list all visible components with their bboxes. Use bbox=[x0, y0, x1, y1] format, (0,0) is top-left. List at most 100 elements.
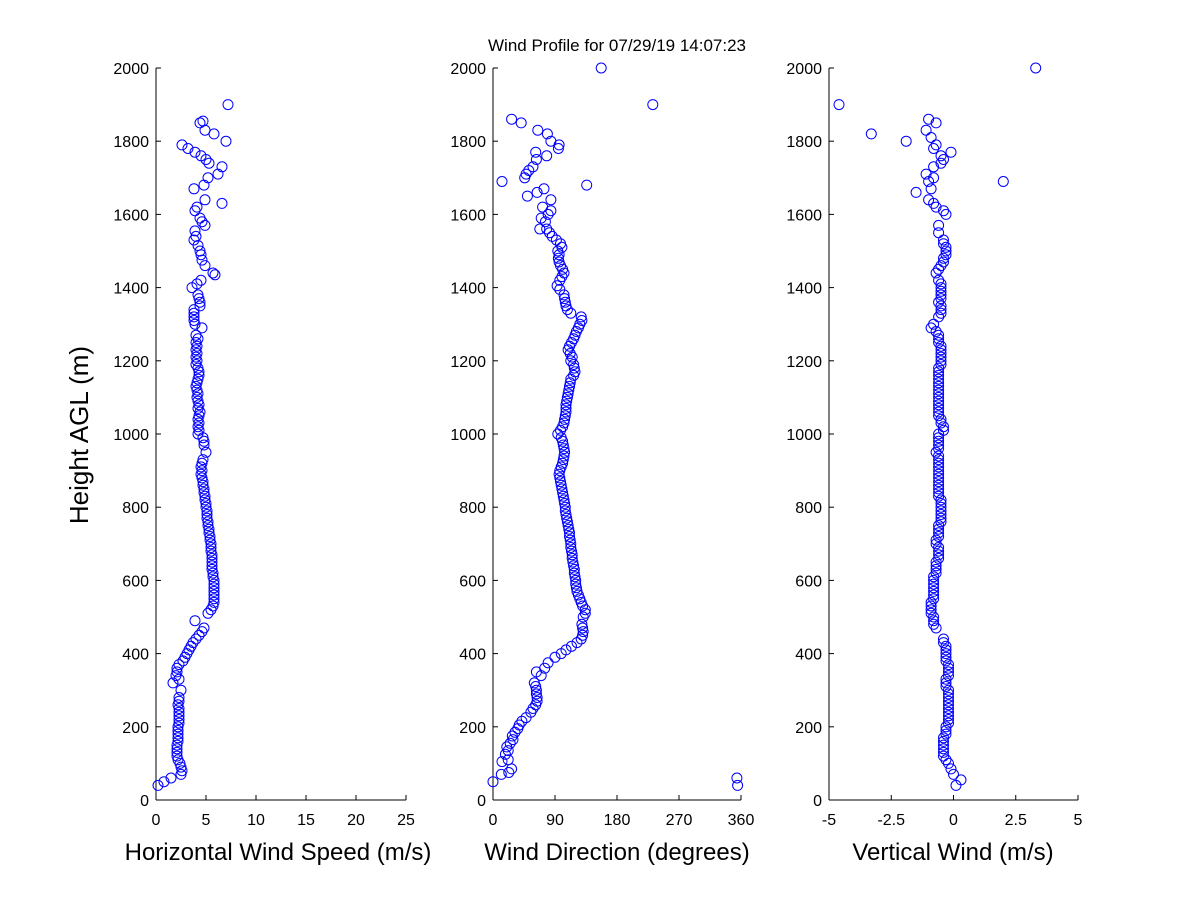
speed-data-point bbox=[192, 289, 204, 301]
speed-data-point bbox=[189, 615, 201, 627]
direction-data-point bbox=[566, 552, 578, 564]
direction-data-point bbox=[530, 688, 542, 700]
vertical-data-point bbox=[935, 278, 947, 290]
speed-data-point bbox=[172, 732, 184, 744]
direction-y-tick-label: 1000 bbox=[450, 427, 486, 444]
vertical-data-point bbox=[935, 501, 947, 513]
vertical-data-point bbox=[955, 774, 967, 786]
vertical-data-point bbox=[928, 571, 940, 583]
speed-data-point bbox=[207, 267, 219, 279]
vertical-data-point bbox=[920, 124, 932, 136]
speed-data-point bbox=[194, 300, 206, 312]
direction-data-point bbox=[516, 715, 528, 727]
direction-data-point bbox=[560, 406, 572, 418]
direction-data-point bbox=[559, 410, 571, 422]
speed-data-point bbox=[176, 139, 188, 151]
vertical-data-point bbox=[943, 695, 954, 707]
direction-data-point bbox=[565, 542, 577, 553]
vertical-data-point bbox=[935, 293, 947, 305]
direction-data-point bbox=[560, 399, 572, 411]
vertical-data-point bbox=[928, 589, 940, 601]
vertical-data-point bbox=[938, 732, 949, 744]
vertical-data-point bbox=[940, 245, 952, 257]
vertical-data-point bbox=[945, 763, 957, 775]
vertical-data-point bbox=[933, 450, 945, 462]
vertical-data-point bbox=[935, 289, 947, 301]
direction-x-axis-label: Wind Direction (degrees) bbox=[484, 839, 749, 866]
vertical-data-point bbox=[923, 194, 935, 206]
vertical-data-point bbox=[948, 768, 959, 780]
vertical-data-point bbox=[930, 567, 942, 579]
vertical-data-point bbox=[940, 241, 952, 253]
direction-data-point bbox=[570, 578, 582, 590]
speed-x-tick-label: 0 bbox=[152, 812, 161, 829]
speed-data-point bbox=[200, 501, 212, 513]
direction-data-point bbox=[564, 534, 576, 546]
speed-data-point bbox=[165, 772, 177, 784]
speed-data-point bbox=[203, 527, 215, 539]
direction-data-point bbox=[568, 359, 580, 370]
speed-y-tick-label: 1600 bbox=[113, 207, 149, 224]
vertical-data-point bbox=[933, 487, 945, 499]
direction-data-point bbox=[539, 216, 551, 228]
direction-data-point bbox=[581, 179, 593, 191]
direction-y-tick-label: 600 bbox=[459, 573, 486, 590]
direction-data-point bbox=[507, 734, 519, 746]
vertical-data-point bbox=[930, 560, 942, 572]
speed-data-point bbox=[199, 194, 211, 206]
y-axis-label: Height AGL (m) bbox=[64, 346, 94, 524]
vertical-data-point bbox=[925, 132, 937, 143]
speed-data-point bbox=[193, 369, 205, 381]
vertical-data-point bbox=[938, 746, 949, 758]
vertical-data-point bbox=[928, 578, 940, 590]
vertical-x-tick-label: 0 bbox=[949, 812, 958, 829]
direction-x-tick-label: 180 bbox=[604, 812, 631, 829]
direction-data-point bbox=[564, 377, 576, 389]
direction-y-tick-label: 2000 bbox=[450, 61, 486, 78]
speed-data-point bbox=[205, 545, 217, 557]
direction-data-point bbox=[504, 737, 516, 749]
vertical-x-tick-label: -2.5 bbox=[877, 812, 905, 829]
vertical-data-point bbox=[933, 333, 945, 345]
speed-data-point bbox=[206, 552, 218, 564]
direction-data-point bbox=[571, 585, 583, 597]
speed-data-point bbox=[206, 563, 218, 575]
speed-data-point bbox=[208, 596, 220, 608]
direction-data-point bbox=[550, 234, 562, 246]
vertical-data-point bbox=[933, 542, 945, 553]
direction-data-point bbox=[570, 582, 582, 594]
direction-data-point bbox=[558, 494, 570, 506]
direction-y-tick-label: 0 bbox=[477, 793, 486, 810]
speed-data-point bbox=[167, 677, 179, 689]
vertical-data-point bbox=[943, 714, 954, 725]
direction-data-point bbox=[545, 135, 557, 147]
speed-data-point bbox=[196, 322, 208, 334]
direction-y-tick-label: 1400 bbox=[450, 281, 486, 298]
direction-data-point bbox=[559, 446, 571, 458]
vertical-data-point bbox=[933, 373, 945, 385]
direction-data-point bbox=[552, 252, 564, 264]
speed-data-point bbox=[216, 161, 228, 173]
speed-data-point bbox=[199, 219, 211, 231]
direction-data-point bbox=[568, 563, 580, 575]
speed-data-point bbox=[208, 585, 220, 597]
vertical-data-point bbox=[933, 219, 945, 231]
speed-data-point bbox=[198, 487, 210, 499]
direction-data-point bbox=[530, 684, 542, 696]
vertical-y-tick-label: 1200 bbox=[786, 354, 822, 371]
vertical-y-tick-label: 1800 bbox=[786, 134, 822, 151]
vertical-data-point bbox=[935, 359, 947, 370]
direction-data-point bbox=[557, 490, 569, 502]
speed-data-point bbox=[206, 560, 218, 572]
direction-data-point bbox=[555, 476, 566, 488]
vertical-data-point bbox=[940, 728, 952, 740]
vertical-data-point bbox=[933, 402, 945, 414]
speed-data-point bbox=[208, 578, 220, 590]
direction-data-point bbox=[541, 223, 553, 235]
direction-data-point bbox=[577, 629, 589, 641]
speed-data-point bbox=[182, 143, 194, 154]
speed-data-point bbox=[199, 260, 211, 272]
direction-data-point bbox=[554, 283, 566, 295]
speed-data-point bbox=[193, 629, 205, 641]
vertical-y-tick-label: 1000 bbox=[786, 427, 822, 444]
